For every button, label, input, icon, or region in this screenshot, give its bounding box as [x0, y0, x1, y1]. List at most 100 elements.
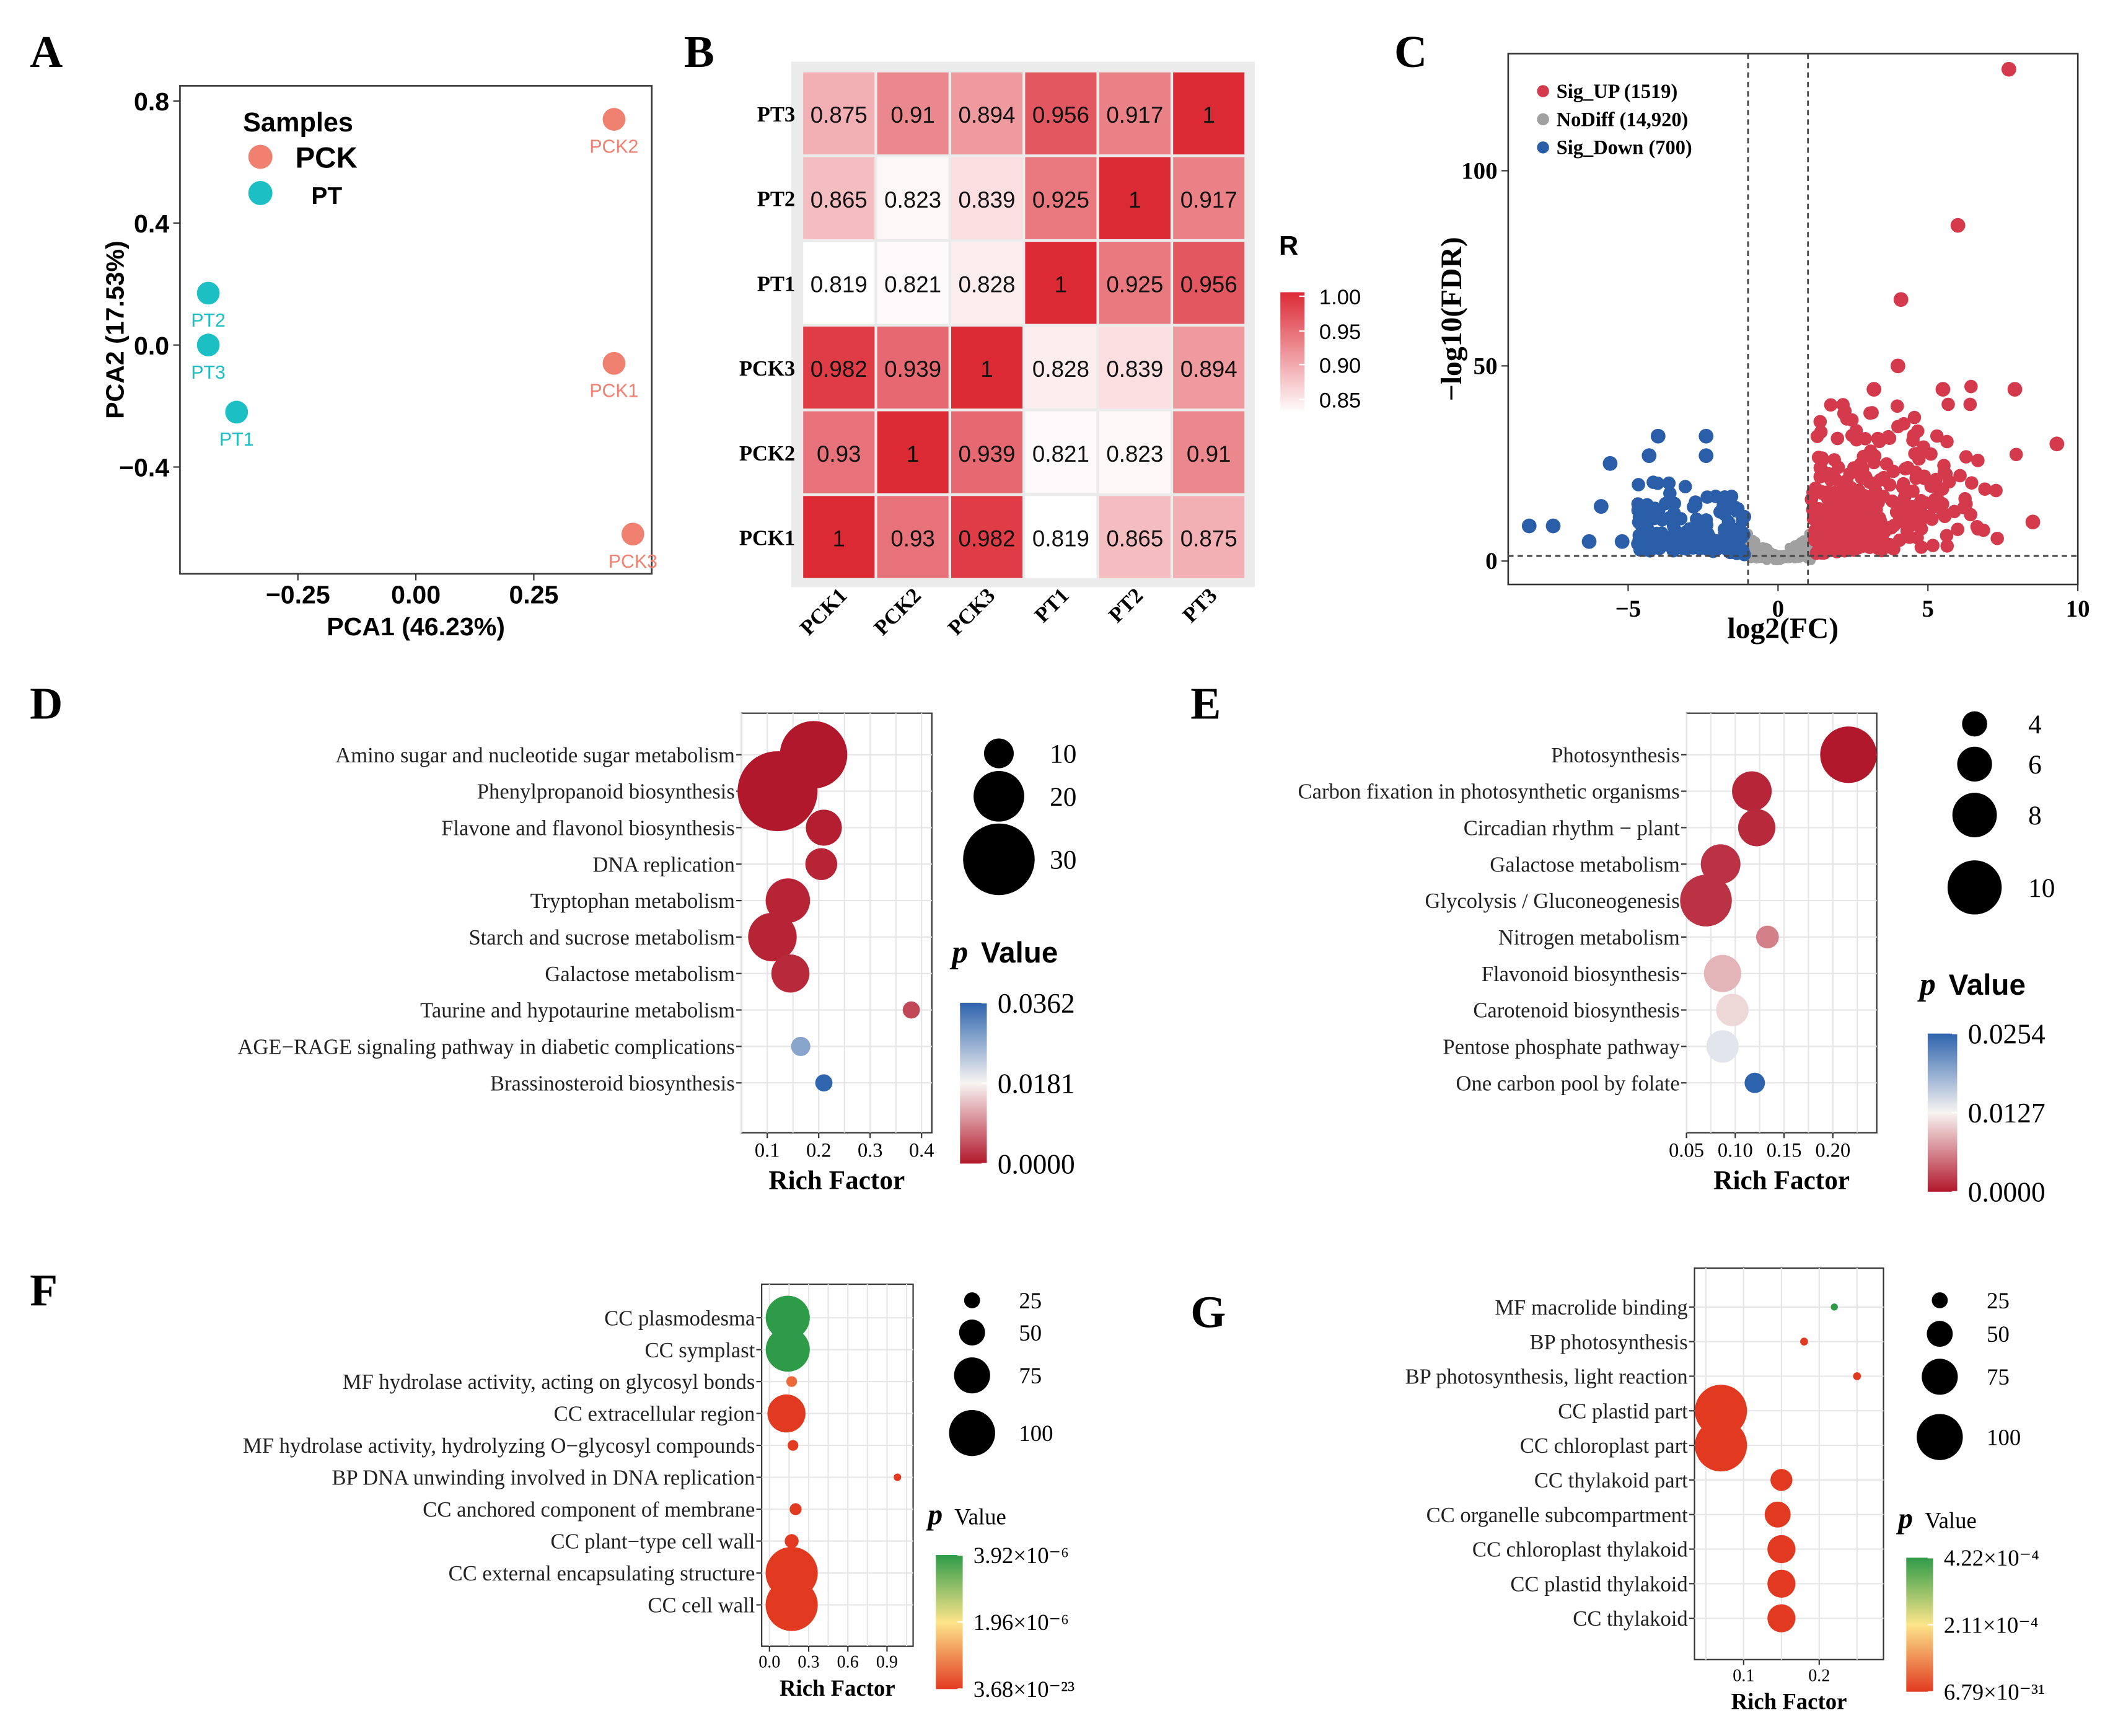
bubble-point — [1764, 1501, 1791, 1528]
size-legend-label: 10 — [1050, 739, 1076, 769]
bubble-point — [1820, 726, 1877, 783]
volcano-up-point — [1857, 533, 1870, 547]
volcano-up-point — [1989, 483, 2003, 498]
heatmap-cell — [951, 326, 1023, 409]
volcano-up-point — [1827, 453, 1841, 467]
heatmap-cell-value: 0.875 — [811, 102, 868, 128]
volcano-up-point — [1854, 515, 1868, 529]
volcano-up-point — [1940, 539, 1954, 553]
bubble-point — [815, 1074, 833, 1092]
size-legend-swatch — [1957, 746, 1992, 782]
size-legend-label: 25 — [1987, 1288, 2010, 1313]
heatmap-cell-value: 0.819 — [1032, 526, 1089, 552]
size-legend-label: 75 — [1019, 1363, 1042, 1388]
heatmap-cell-value: 1 — [1202, 102, 1215, 128]
volcano-up-point — [1935, 482, 1949, 496]
volcano-ylabel: −log10(FDR) — [1436, 237, 1468, 401]
volcano-up-point — [1907, 410, 1922, 425]
volcano-up-point — [1822, 518, 1836, 531]
heatmap-cell — [1173, 326, 1245, 409]
panel-label-b: B — [684, 26, 714, 77]
colorbar-tick-label: 0.90 — [1319, 354, 1361, 377]
volcano-up-point — [1964, 508, 1977, 522]
size-legend-swatch — [1952, 793, 1997, 837]
bubble-category-label: Galactose metabolism — [545, 963, 735, 986]
heatmap-cell-value: 0.917 — [1106, 102, 1163, 128]
size-legend-label: 8 — [2028, 801, 2042, 831]
heatmap-cell — [877, 496, 949, 578]
size-legend-swatch — [963, 823, 1035, 896]
volcano-up-point — [1883, 431, 1897, 445]
bubble-category-label: CC symplast — [645, 1339, 755, 1362]
heatmap-row-label: PCK2 — [739, 442, 795, 465]
bubble-xtick-label: 0.15 — [1767, 1140, 1802, 1162]
volcano-down-point — [1678, 480, 1692, 493]
volcano-down-point — [1662, 476, 1676, 490]
volcano-legend-up-label: Sig_UP (1519) — [1557, 81, 1678, 103]
heatmap-cell-value: 0.823 — [1106, 441, 1163, 467]
heatmap-cell-value: 0.839 — [1106, 356, 1163, 382]
heatmap-cell-value: 0.925 — [1032, 187, 1089, 213]
volcano-xtick-label: 10 — [2066, 596, 2090, 622]
bubble-category-label: CC extracellular region — [554, 1403, 755, 1426]
size-legend-label: 100 — [1987, 1425, 2021, 1450]
heatmap-cell-value: 0.875 — [1180, 526, 1237, 552]
p-legend-label: 0.0000 — [1968, 1177, 2046, 1208]
heatmap-cell-value: 0.982 — [959, 526, 1016, 552]
volcano-up-point — [2009, 447, 2023, 462]
volcano-up-point — [1873, 473, 1887, 487]
bubble-category-label: CC chloroplast thylakoid — [1472, 1538, 1688, 1562]
volcano-up-point — [1896, 499, 1910, 513]
panel-g-go-bubble: MF macrolide binding BP photosynthesis BP … — [1405, 1267, 2045, 1714]
bubble-point — [1767, 1535, 1796, 1564]
volcano-up-point — [1822, 467, 1835, 481]
bubble-category-label: BP DNA unwinding involved in DNA replica… — [332, 1466, 755, 1490]
bubble-category-label: CC thylakoid part — [1534, 1469, 1688, 1492]
volcano-up-point — [1891, 420, 1905, 434]
volcano-legend-down-swatch — [1537, 141, 1549, 154]
volcano-down-point — [1689, 498, 1703, 512]
volcano-up-point — [1938, 509, 1952, 524]
bubble-xtick-label: 0.3 — [798, 1653, 819, 1672]
volcano-up-point — [1873, 434, 1886, 449]
heatmap-cell — [951, 72, 1023, 155]
bubble-point — [894, 1473, 902, 1481]
volcano-plot-frame — [1507, 53, 2079, 586]
volcano-ytick-label: 100 — [1461, 157, 1497, 184]
heatmap-cell-value: 1 — [907, 441, 919, 467]
volcano-legend-up-swatch — [1537, 85, 1549, 97]
volcano-xlabel: log2(FC) — [1727, 613, 1839, 645]
heatmap-cell-value: 1 — [980, 356, 993, 382]
bubble-category-label: MF hydrolase activity, hydrolyzing O−gly… — [243, 1434, 755, 1458]
size-legend-swatch — [959, 1319, 985, 1346]
heatmap-row-label: PCK1 — [739, 526, 795, 550]
volcano-down-point — [1581, 534, 1597, 549]
volcano-down-point — [1663, 487, 1677, 500]
volcano-down-point — [1705, 539, 1719, 553]
bubble-xlabel: Rich Factor — [1713, 1166, 1850, 1196]
volcano-up-point — [1971, 454, 1985, 467]
bubble-xtick-label: 0.3 — [858, 1140, 883, 1162]
heatmap-cell-value: 1 — [1128, 187, 1141, 213]
heatmap-cell — [1099, 496, 1171, 578]
volcano-up-point — [1876, 490, 1891, 503]
pca-ytick-label: 0.4 — [134, 209, 169, 238]
heatmap-cell — [877, 72, 949, 155]
p-legend-label: 0.0362 — [998, 988, 1075, 1019]
heatmap-cell — [1099, 157, 1171, 239]
volcano-up-point — [1959, 450, 1973, 464]
size-legend-swatch — [954, 1357, 990, 1394]
bubble-point — [1738, 809, 1776, 847]
heatmap-cell — [803, 496, 875, 578]
pca-point-label: PCK3 — [609, 552, 657, 572]
panel-label-a: A — [30, 26, 63, 77]
size-legend-label: 25 — [1019, 1288, 1042, 1313]
pca-point-label: PT3 — [191, 363, 226, 383]
p-legend-title-p: p — [1896, 1503, 1913, 1535]
volcano-legend-nodiff-swatch — [1537, 113, 1549, 126]
bubble-category-label: CC plastid part — [1558, 1399, 1688, 1423]
heatmap-cell-value: 0.821 — [884, 272, 941, 297]
p-legend-label: 3.92×10⁻⁶ — [973, 1543, 1069, 1568]
heatmap-cell — [877, 411, 949, 493]
